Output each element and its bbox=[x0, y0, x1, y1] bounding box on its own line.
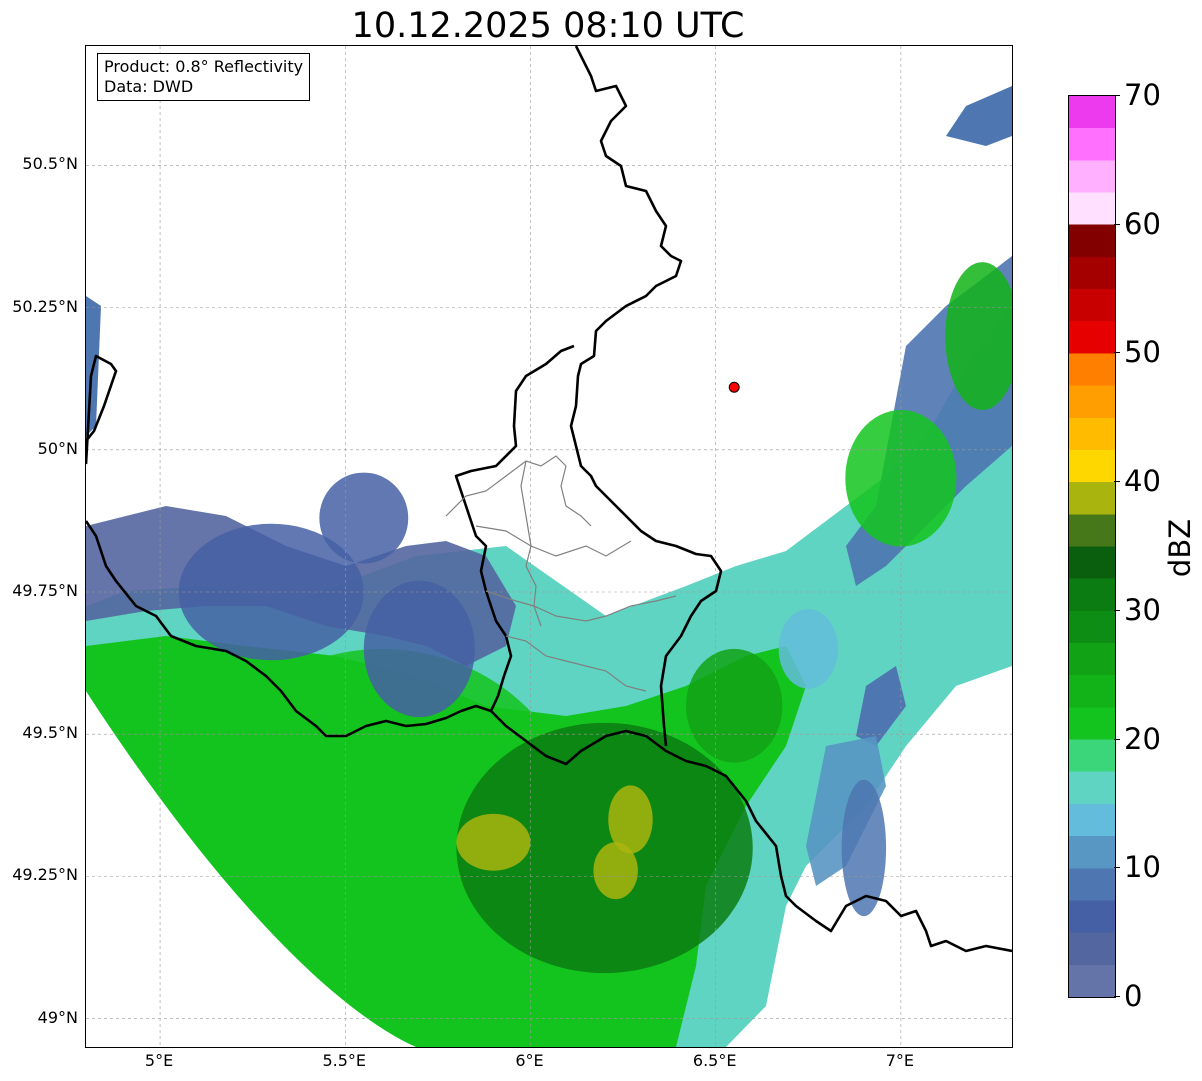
longitude-tick-label: 7°E bbox=[885, 1051, 915, 1070]
colorbar-tick-label: 70 bbox=[1124, 78, 1161, 112]
border-france-germany bbox=[490, 710, 1012, 953]
longitude-tick-label: 6°E bbox=[515, 1051, 544, 1070]
colorbar-tick-label: 0 bbox=[1124, 979, 1143, 1013]
precipitation-cell bbox=[593, 842, 638, 900]
colorbar-tick-mark bbox=[1114, 738, 1120, 740]
country-borders bbox=[86, 46, 1012, 953]
border-belgium-luxembourg bbox=[454, 344, 575, 712]
district-line bbox=[485, 590, 677, 622]
colorbar-tick-mark bbox=[1114, 996, 1120, 997]
precipitation-cell bbox=[686, 648, 783, 763]
colorbar-tick-label: 30 bbox=[1124, 592, 1161, 627]
longitude-tick-label: 5.5°E bbox=[322, 1051, 367, 1070]
colorbar-tick-label: 50 bbox=[1124, 335, 1161, 370]
colorbar-tick-mark bbox=[1114, 867, 1120, 869]
weak-echo-area-east bbox=[856, 666, 906, 746]
precipitation-cell bbox=[841, 779, 887, 917]
colorbar-tick-mark bbox=[1114, 95, 1120, 96]
product-info-box: Product: 0.8° Reflectivity Data: DWD bbox=[97, 53, 311, 101]
colorbar-tick-mark bbox=[1114, 609, 1120, 611]
colorbar-tick-label: 20 bbox=[1124, 721, 1161, 756]
colorbar-tick-label: 60 bbox=[1124, 206, 1161, 241]
latitude-tick-label: 50.5°N bbox=[22, 154, 78, 174]
district-line bbox=[475, 525, 632, 557]
colorbar-tick-label: 40 bbox=[1124, 464, 1161, 499]
product-label: Product: 0.8° Reflectivity bbox=[104, 57, 304, 76]
precipitation-cell bbox=[178, 523, 364, 661]
precipitation-cell bbox=[456, 813, 531, 871]
latitude-tick-label: 49.75°N bbox=[12, 581, 78, 600]
district-line bbox=[520, 460, 542, 627]
colorbar-tick-label: 10 bbox=[1124, 850, 1161, 885]
latitude-tick-label: 49.25°N bbox=[12, 865, 78, 885]
longitude-tick-label: 6.5°E bbox=[692, 1051, 737, 1070]
precipitation-cell bbox=[363, 580, 475, 718]
border-belgium-germany-west bbox=[86, 354, 118, 465]
reflectivity-colorbar bbox=[1068, 95, 1116, 998]
latitude-tick-label: 50.25°N bbox=[12, 296, 78, 316]
colorbar-tick-mark bbox=[1114, 352, 1120, 354]
colorbar-label: dBZ bbox=[1163, 518, 1197, 578]
district-line bbox=[445, 455, 567, 517]
data-source-label: Data: DWD bbox=[104, 77, 194, 96]
latitude-tick-label: 50°N bbox=[37, 438, 78, 458]
precipitation-cell bbox=[778, 609, 838, 689]
map-title: 10.12.2025 08:10 UTC bbox=[351, 6, 745, 46]
district-line bbox=[505, 635, 647, 692]
longitude-tick-label: 5°E bbox=[144, 1051, 174, 1070]
precipitation-cell bbox=[319, 472, 409, 564]
colorbar-tick-mark bbox=[1114, 481, 1120, 483]
precipitation-cell bbox=[945, 262, 1012, 410]
map-canvas bbox=[86, 46, 1012, 1047]
border-belgium-france bbox=[86, 520, 492, 738]
radar-site-marker bbox=[728, 381, 740, 393]
precipitation-cell bbox=[608, 785, 653, 854]
radar-map bbox=[85, 45, 1013, 1048]
district-line bbox=[560, 465, 592, 527]
latitude-tick-label: 49.5°N bbox=[22, 723, 78, 743]
border-germany-luxembourg bbox=[569, 46, 723, 747]
weak-echo-area-top bbox=[946, 86, 1012, 146]
luxembourg-districts bbox=[445, 455, 677, 692]
precipitation-layer bbox=[86, 86, 1012, 1047]
colorbar-tick-mark bbox=[1114, 223, 1120, 225]
latitude-tick-label: 49°N bbox=[37, 1007, 78, 1027]
